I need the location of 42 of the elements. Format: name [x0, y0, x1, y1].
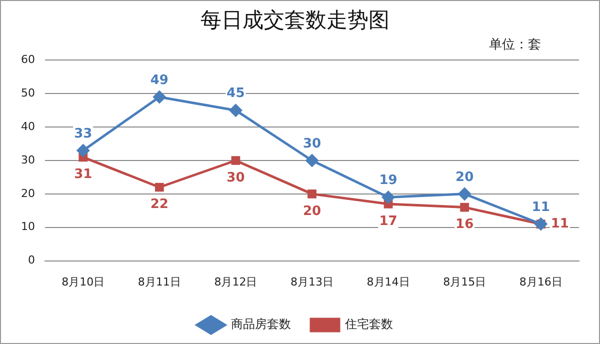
y-tick-label: 60	[20, 53, 35, 66]
y-tick-label: 0	[28, 254, 35, 267]
point	[458, 188, 471, 200]
data-label: 19	[379, 173, 398, 188]
legend-label: 商品房套数	[231, 317, 291, 332]
y-tick-label: 20	[20, 186, 35, 200]
point	[153, 90, 166, 104]
data-label: 31	[74, 167, 92, 182]
y-tick-label: 40	[20, 120, 35, 133]
data-label: 20	[302, 204, 322, 219]
data-label: 49	[150, 72, 168, 88]
point	[382, 191, 395, 204]
x-tick-label: 8月11日	[138, 275, 181, 288]
point	[154, 182, 164, 192]
text: 单位：套	[489, 37, 541, 52]
point	[76, 144, 90, 157]
data-label: 20	[456, 170, 474, 185]
point	[308, 190, 316, 198]
point	[306, 154, 318, 167]
x-tick-label: 8月13日	[290, 275, 334, 288]
data-label: 16	[456, 217, 474, 232]
x-tick-label: 8月15日	[443, 275, 486, 288]
point	[229, 104, 242, 117]
point	[231, 156, 240, 165]
x-tick-label: 8月10日	[62, 275, 105, 288]
data-label: 30	[226, 170, 245, 186]
y-tick-label: 50	[20, 86, 35, 100]
legend-label: 住宅套数	[344, 317, 393, 332]
x-tick-label: 8月14日	[366, 275, 410, 288]
x-tick-label: 8月12日	[214, 275, 258, 288]
chart-title: 每日成交套数走势图	[200, 8, 390, 32]
y-tick-label: 10	[20, 220, 35, 234]
data-label: 45	[226, 86, 245, 102]
point	[460, 202, 470, 212]
data-label: 30	[302, 136, 322, 152]
data-label: 17	[379, 214, 398, 229]
data-label: 22	[150, 197, 168, 212]
data-label: 11	[550, 216, 569, 232]
y-tick-label: 30	[20, 153, 35, 166]
data-label: 33	[74, 126, 92, 142]
x-tick-label: 8月16日	[519, 275, 562, 288]
data-label: 11	[532, 200, 550, 215]
